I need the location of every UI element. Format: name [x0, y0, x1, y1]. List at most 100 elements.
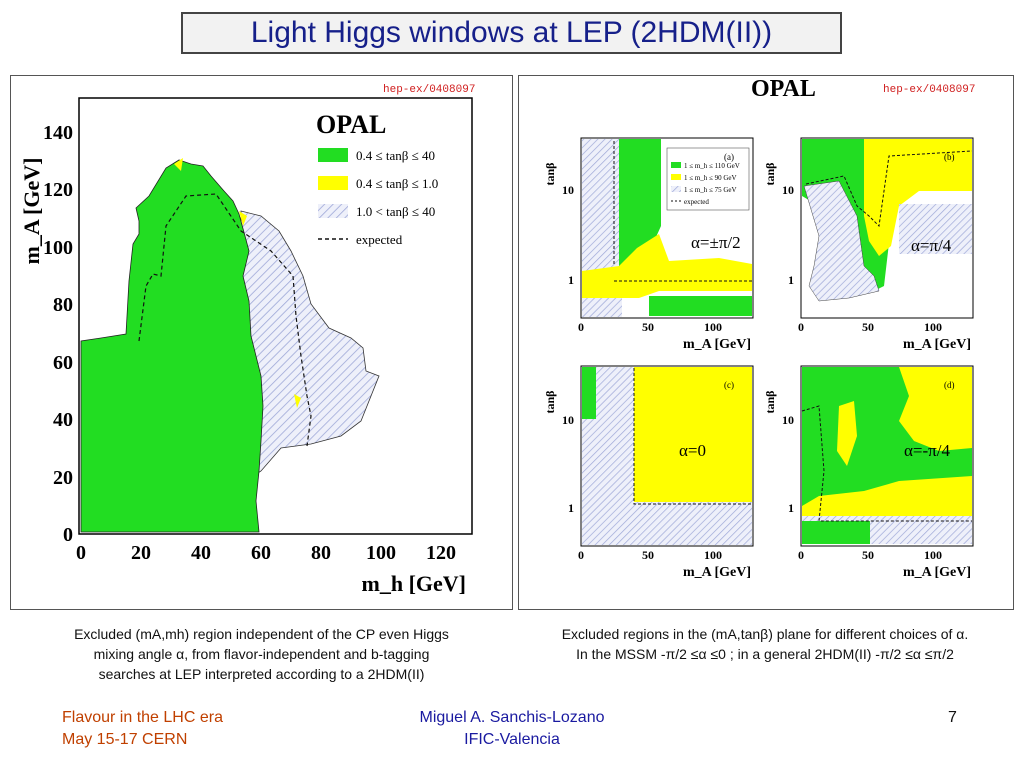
subplot-a: 1 ≤ m_h ≤ 110 GeV 1 ≤ m_h ≤ 90 GeV 1 ≤ m…: [580, 137, 754, 319]
subplot-c-alpha: α=0: [679, 441, 706, 460]
y-tick-60: 60: [53, 352, 73, 374]
left-x-axis-label: m_h [GeV]: [362, 571, 466, 596]
x-tick-40: 40: [191, 542, 211, 564]
subplot-a-legend-3: 1 ≤ m_h ≤ 75 GeV: [684, 186, 737, 194]
ylabel-b: tanβ: [763, 163, 777, 186]
left-caption-line-2: mixing angle α, from flavor-independent …: [93, 646, 430, 662]
y-tick-120: 120: [43, 179, 73, 201]
ylabel-c: tanβ: [543, 391, 557, 414]
footer-date: May 15-17 CERN: [62, 731, 188, 748]
xtick-a-100: 100: [704, 320, 722, 334]
ytick-b-1: 1: [788, 273, 794, 287]
subplot-c-label: (c): [724, 380, 734, 390]
left-legend: 0.4 ≤ tanβ ≤ 40 0.4 ≤ tanβ ≤ 1.0 1.0 < t…: [318, 148, 438, 247]
right-axis-labels: tanβ tanβ tanβ tanβ 10 1 10 1 10 1 10 1 …: [543, 163, 971, 581]
xlabel-d: m_A [GeV]: [903, 565, 971, 580]
x-tick-0: 0: [76, 542, 86, 564]
xtick-d-50: 50: [862, 548, 874, 562]
x-tick-120: 120: [426, 542, 456, 564]
subplot-d: (d) α=-π/4: [800, 365, 974, 547]
left-legend-item-2: 0.4 ≤ tanβ ≤ 1.0: [356, 176, 438, 191]
left-x-tick-labels: 0 20 40 60 80 100 120: [76, 542, 456, 564]
left-arxiv-tag: hep-ex/0408097: [383, 84, 476, 96]
footer-left: Flavour in the LHC era May 15-17 CERN: [62, 707, 223, 751]
subplot-b-alpha: α=π/4: [911, 236, 952, 255]
x-tick-80: 80: [311, 542, 331, 564]
subplot-a-legend-swatch-yellow: [671, 174, 681, 180]
y-tick-140: 140: [43, 122, 73, 144]
footer-center: Miguel A. Sanchis-Lozano IFIC-Valencia: [382, 707, 642, 751]
slide-title: Light Higgs windows at LEP (2HDM(II)): [250, 16, 773, 49]
subplot-c-green-corner: [582, 367, 596, 419]
subplot-b-expected: [805, 150, 973, 228]
subplot-a-green-band: [649, 296, 752, 316]
left-legend-item-1: 0.4 ≤ tanβ ≤ 40: [356, 148, 435, 163]
y-tick-80: 80: [53, 294, 73, 316]
xtick-d-0: 0: [798, 548, 804, 562]
legend-swatch-yellow: [318, 176, 348, 190]
xlabel-a: m_A [GeV]: [683, 337, 751, 352]
subplot-b-hatch: [803, 180, 880, 302]
xtick-b-0: 0: [798, 320, 804, 334]
subplot-a-legend-swatch-green: [671, 162, 681, 168]
xtick-b-100: 100: [924, 320, 942, 334]
subplot-d-yellow-hole: [837, 401, 857, 466]
subplot-a-legend-swatch-hatch: [671, 186, 681, 192]
xlabel-b: m_A [GeV]: [903, 337, 971, 352]
ytick-d-1: 1: [788, 501, 794, 515]
subplot-d-green-band: [802, 521, 870, 544]
subplot-a-legend-4: expected: [684, 198, 709, 206]
xtick-a-0: 0: [578, 320, 584, 334]
right-opal-label: OPAL: [751, 76, 816, 102]
subplot-c-yellow: [634, 367, 752, 502]
subplot-a-label: (a): [724, 152, 734, 162]
left-expected-line: [138, 193, 312, 447]
page-number: 7: [948, 709, 957, 726]
subplot-a-legend-2: 1 ≤ m_h ≤ 90 GeV: [684, 174, 737, 182]
footer-author: Miguel A. Sanchis-Lozano: [419, 709, 605, 726]
y-tick-20: 20: [53, 467, 73, 489]
x-tick-60: 60: [251, 542, 271, 564]
ytick-b-10: 10: [782, 183, 794, 197]
x-tick-20: 20: [131, 542, 151, 564]
subplot-d-expected: [801, 405, 972, 522]
left-y-axis-label: m_A [GeV]: [19, 158, 44, 265]
y-tick-0: 0: [63, 524, 73, 546]
xtick-b-50: 50: [862, 320, 874, 334]
right-caption: Excluded regions in the (mA,tanβ) plane …: [505, 624, 1024, 664]
ytick-c-1: 1: [568, 501, 574, 515]
subplot-b: (b) α=π/4: [800, 137, 974, 319]
ylabel-a: tanβ: [543, 163, 557, 186]
left-opal-label: OPAL: [316, 110, 386, 139]
y-tick-40: 40: [53, 409, 73, 431]
ytick-a-10: 10: [562, 183, 574, 197]
subplot-a-alpha: α=±π/2: [691, 233, 741, 252]
xtick-a-50: 50: [642, 320, 654, 334]
right-caption-line-2: In the MSSM -π/2 ≤α ≤0 ; in a general 2H…: [576, 646, 954, 662]
left-caption: Excluded (mA,mh) region independent of t…: [10, 624, 513, 684]
right-figure-panel: OPAL 1 ≤ m_h ≤ 110 GeV 1 ≤ m_h ≤ 90 GeV …: [518, 75, 1014, 610]
subplot-a-legend-1: 1 ≤ m_h ≤ 110 GeV: [684, 162, 740, 170]
subplot-b-hatch-right: [899, 204, 972, 254]
subplot-a-yellow: [582, 234, 752, 298]
left-legend-item-4: expected: [356, 232, 403, 247]
ytick-a-1: 1: [568, 273, 574, 287]
left-caption-line-1: Excluded (mA,mh) region independent of t…: [74, 626, 449, 642]
ytick-d-10: 10: [782, 413, 794, 427]
xtick-c-0: 0: [578, 548, 584, 562]
xtick-c-100: 100: [704, 548, 722, 562]
left-y-tick-labels: 0 20 40 60 80 100 120 140: [43, 122, 73, 546]
legend-swatch-green: [318, 148, 348, 162]
xtick-c-50: 50: [642, 548, 654, 562]
y-tick-100: 100: [43, 237, 73, 259]
footer-affiliation: IFIC-Valencia: [464, 731, 560, 748]
xlabel-c: m_A [GeV]: [683, 565, 751, 580]
subplot-c: (c) α=0: [580, 365, 754, 547]
x-tick-100: 100: [366, 542, 396, 564]
left-hatched-region: [240, 210, 380, 482]
subplot-d-label: (d): [944, 380, 955, 390]
left-opal-plot: OPAL 0.4 ≤ tanβ ≤ 40 0.4 ≤ tanβ ≤ 1.0 1.…: [19, 97, 473, 596]
left-green-region: [80, 159, 264, 533]
legend-swatch-hatched: [318, 204, 348, 218]
ytick-c-10: 10: [562, 413, 574, 427]
